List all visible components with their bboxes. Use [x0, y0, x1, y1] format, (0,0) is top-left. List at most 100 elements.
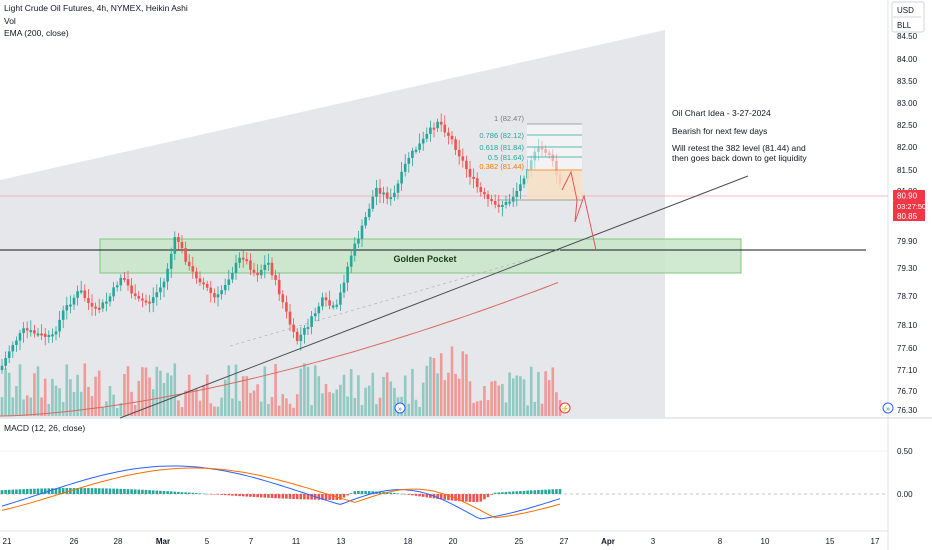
candle: [483, 191, 486, 195]
volume-bar: [245, 376, 249, 416]
volume-bar: [457, 378, 461, 416]
time-label: 27: [560, 537, 569, 546]
volume-bar: [126, 366, 130, 416]
candle: [231, 272, 234, 280]
volume-bar: [346, 396, 349, 416]
volume-bar: [353, 397, 357, 416]
macd-histogram-bar: [407, 494, 411, 495]
volume-bar: [317, 376, 321, 416]
trend-line[interactable]: [119, 175, 749, 419]
alert-event-icon-glyph: ⚡: [561, 404, 570, 413]
macd-histogram-bar: [421, 494, 425, 497]
volume-bar: [238, 400, 241, 416]
candle: [137, 296, 141, 299]
candle: [429, 127, 432, 134]
candle: [79, 290, 83, 293]
candle: [234, 262, 238, 273]
candle: [328, 300, 331, 306]
macd-histogram-bar: [385, 492, 389, 494]
volume-bar: [159, 370, 162, 416]
volume-bar: [274, 364, 277, 416]
ema-indicator-label[interactable]: EMA (200, close): [4, 28, 69, 38]
currency-button[interactable]: USD: [897, 6, 914, 15]
candle: [159, 287, 162, 293]
volume-bar: [447, 372, 450, 416]
macd-histogram-bar: [97, 488, 101, 494]
candle: [436, 121, 439, 129]
macd-indicator-label[interactable]: MACD (12, 26, close): [4, 423, 86, 433]
volume-bar: [277, 405, 281, 416]
volume-bar: [508, 372, 511, 416]
golden-pocket-zone[interactable]: [99, 238, 742, 274]
volume-bar: [65, 364, 69, 416]
time-label: 21: [3, 537, 12, 546]
candle: [281, 294, 285, 303]
macd-histogram-bar: [443, 494, 447, 500]
macd-histogram-bar: [393, 493, 396, 494]
vol-indicator-label[interactable]: Vol: [4, 16, 16, 26]
candle: [209, 287, 213, 294]
price-axis[interactable]: 84.50 84.00 83.50 83.00 82.50 82.00 81.5…: [897, 32, 918, 415]
unit-button[interactable]: BLL: [897, 21, 912, 30]
macd-histogram-bar: [267, 494, 270, 498]
volume-bar: [504, 402, 508, 416]
candle: [357, 238, 360, 244]
candle: [493, 201, 497, 205]
macd-axis-tick: 0.00: [897, 490, 913, 499]
candle: [447, 132, 450, 136]
candle: [475, 178, 479, 188]
candle: [94, 306, 97, 309]
macd-histogram-bar: [501, 492, 504, 494]
volume-bar: [61, 402, 65, 416]
candle: [432, 127, 436, 130]
volume-bar: [486, 400, 490, 416]
candle: [418, 143, 421, 150]
macd-histogram-bar: [436, 494, 439, 499]
price-tick: 77.10: [897, 366, 918, 375]
candle: [108, 296, 112, 302]
candle: [472, 176, 475, 179]
candle: [29, 330, 33, 333]
scroll-to-realtime-icon[interactable]: [882, 402, 894, 414]
price-tick: 77.60: [897, 344, 918, 353]
macd-histogram-bar: [155, 490, 159, 494]
macd-histogram-bar: [537, 490, 540, 494]
volume-bar: [198, 400, 202, 416]
time-label: 5: [205, 537, 210, 546]
time-label: 3: [651, 537, 656, 546]
macd-histogram-bar: [169, 491, 173, 494]
macd-histogram-bar: [198, 493, 202, 494]
volume-bar: [90, 396, 94, 416]
candle: [61, 310, 65, 320]
dividends-icon-glyph: »: [398, 406, 402, 413]
time-axis[interactable]: 21 26 28 Mar 5 7 11 13 18 20 25 27 Apr 3…: [3, 537, 880, 546]
volume-bar: [177, 400, 180, 416]
idea-title: Oil Chart Idea - 3-27-2024: [672, 108, 771, 118]
macd-histogram-bar: [90, 488, 94, 494]
macd-histogram-bar: [0, 490, 4, 494]
volume-bar: [306, 366, 310, 416]
volume-bar: [303, 363, 306, 416]
volume-bar: [540, 403, 544, 416]
macd-histogram-bar: [119, 488, 123, 494]
price-tick: 81.50: [897, 166, 918, 175]
macd-histogram-bar: [238, 494, 241, 497]
macd-histogram-bar: [357, 490, 360, 494]
candle: [54, 331, 58, 335]
macd-histogram-bar: [15, 489, 18, 494]
macd-histogram-bar: [162, 490, 166, 494]
projected-path[interactable]: [561, 170, 597, 251]
macd-histogram-bar: [205, 493, 209, 495]
candle: [479, 187, 483, 192]
candle: [288, 311, 292, 325]
macd-histogram-bar: [475, 494, 479, 503]
dividends-icon[interactable]: [394, 402, 406, 414]
volume-bar: [360, 404, 364, 416]
macd-histogram-bar: [241, 494, 245, 497]
grey-wedge-drawing[interactable]: [0, 30, 665, 418]
volume-bar: [385, 372, 389, 416]
alert-event-icon[interactable]: [559, 402, 571, 414]
volume-bar: [259, 401, 263, 416]
macd-histogram-bar: [40, 488, 43, 494]
